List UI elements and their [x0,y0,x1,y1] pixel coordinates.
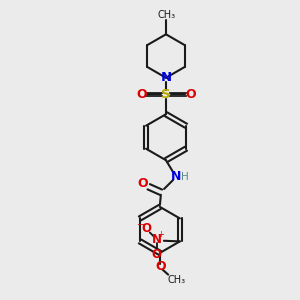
Text: N: N [152,233,162,246]
Text: O: O [185,88,196,101]
Text: H: H [181,172,189,182]
Text: +: + [158,230,164,239]
Text: O: O [136,88,147,101]
Text: O: O [152,248,162,261]
Text: O: O [141,222,151,235]
Text: −: − [137,220,145,230]
Text: CH₃: CH₃ [158,10,176,20]
Text: CH₃: CH₃ [167,275,186,285]
Text: N: N [171,170,181,183]
Text: O: O [155,260,166,273]
Text: S: S [161,88,171,101]
Text: O: O [137,177,148,190]
Text: N: N [160,71,172,84]
